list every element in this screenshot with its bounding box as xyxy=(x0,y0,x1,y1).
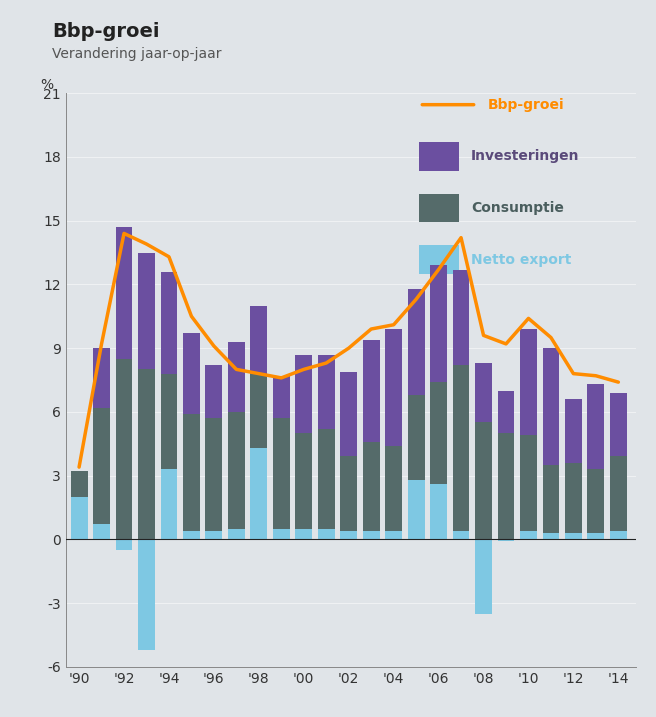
Bar xyxy=(520,329,537,435)
Bar xyxy=(71,471,87,497)
Bar xyxy=(295,354,312,433)
Bar xyxy=(273,376,290,418)
Bar xyxy=(93,348,110,408)
Bar xyxy=(610,531,626,539)
Bar xyxy=(183,414,200,531)
Bar xyxy=(318,354,335,429)
Bar xyxy=(295,433,312,528)
Bar xyxy=(453,531,470,539)
Bar xyxy=(340,531,357,539)
Bar xyxy=(543,348,560,465)
Bar xyxy=(251,448,267,539)
Bar xyxy=(407,395,424,480)
Bar xyxy=(183,333,200,414)
Bar xyxy=(138,539,155,650)
Bar xyxy=(610,457,626,531)
Bar xyxy=(228,412,245,528)
Bar xyxy=(475,363,492,422)
Bar xyxy=(295,528,312,539)
Bar xyxy=(520,435,537,531)
Bar xyxy=(543,465,560,533)
Bar xyxy=(318,528,335,539)
Bar xyxy=(363,531,380,539)
Text: Investeringen: Investeringen xyxy=(471,149,579,163)
Bar xyxy=(363,340,380,442)
Text: Verandering jaar-op-jaar: Verandering jaar-op-jaar xyxy=(52,47,222,61)
Bar xyxy=(273,418,290,528)
Bar xyxy=(430,382,447,484)
Bar xyxy=(318,429,335,528)
Bar xyxy=(497,539,514,541)
Bar xyxy=(205,365,222,418)
Bar xyxy=(588,384,604,469)
Bar xyxy=(407,289,424,395)
Bar xyxy=(565,399,582,463)
Bar xyxy=(588,533,604,539)
Bar xyxy=(543,533,560,539)
Bar xyxy=(385,446,402,531)
Bar xyxy=(115,358,133,539)
Bar xyxy=(228,342,245,412)
Bar xyxy=(497,433,514,539)
FancyBboxPatch shape xyxy=(419,245,459,274)
Bar xyxy=(610,393,626,457)
Bar xyxy=(497,391,514,433)
Bar xyxy=(138,252,155,369)
Bar xyxy=(273,528,290,539)
Bar xyxy=(93,408,110,524)
Bar xyxy=(520,531,537,539)
Bar xyxy=(407,480,424,539)
Bar xyxy=(161,374,177,469)
Text: %: % xyxy=(40,78,53,92)
Bar xyxy=(430,265,447,382)
Bar xyxy=(251,374,267,448)
Bar xyxy=(475,422,492,539)
Bar xyxy=(205,531,222,539)
Bar xyxy=(205,418,222,531)
Bar xyxy=(161,272,177,374)
Bar xyxy=(453,365,470,531)
Bar xyxy=(251,305,267,374)
Bar xyxy=(363,442,380,531)
Bar xyxy=(183,531,200,539)
Bar xyxy=(588,469,604,533)
Bar xyxy=(475,539,492,614)
Bar xyxy=(161,469,177,539)
FancyBboxPatch shape xyxy=(419,194,459,222)
Bar xyxy=(115,539,133,550)
Text: Consumptie: Consumptie xyxy=(471,201,564,215)
Bar xyxy=(385,329,402,446)
Bar xyxy=(93,524,110,539)
Bar xyxy=(340,457,357,531)
Bar xyxy=(340,371,357,457)
Bar xyxy=(565,533,582,539)
Bar xyxy=(228,528,245,539)
Text: Bbp-groei: Bbp-groei xyxy=(488,98,565,112)
Bar xyxy=(453,270,470,365)
Bar xyxy=(71,497,87,539)
FancyBboxPatch shape xyxy=(419,142,459,171)
Bar xyxy=(565,463,582,533)
Bar xyxy=(115,227,133,358)
Bar xyxy=(430,484,447,539)
Text: Bbp-groei: Bbp-groei xyxy=(52,22,160,40)
Bar xyxy=(138,369,155,539)
Bar xyxy=(385,531,402,539)
Text: Netto export: Netto export xyxy=(471,252,571,267)
